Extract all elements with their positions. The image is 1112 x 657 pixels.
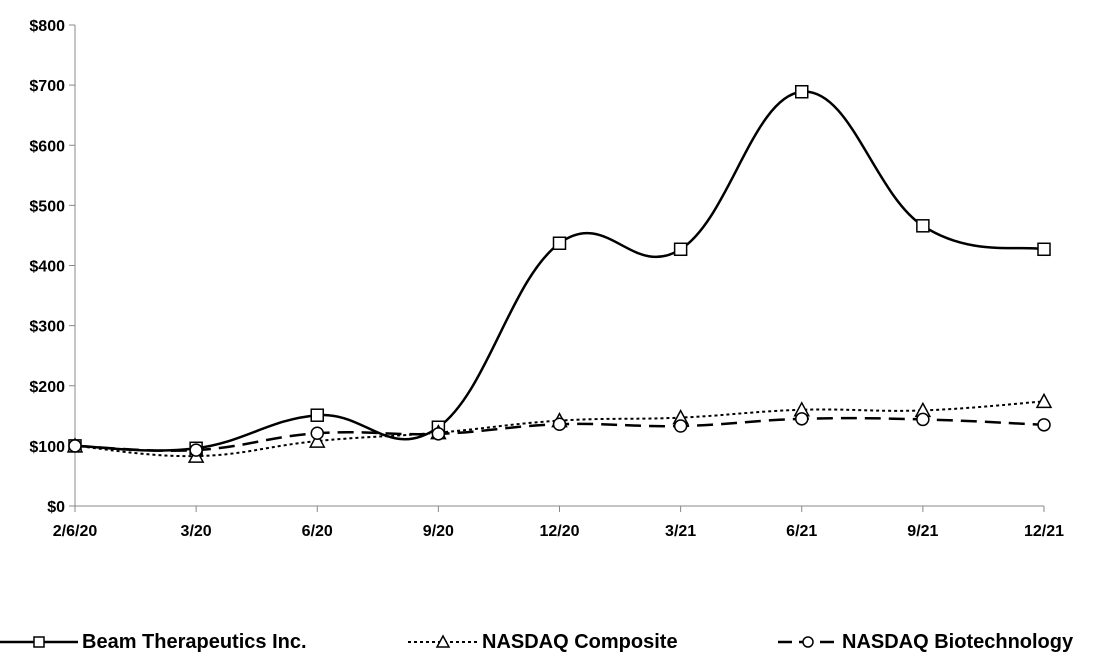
legend-item-beam: Beam Therapeutics Inc. [0,627,307,657]
x-tick-label: 12/20 [539,523,579,540]
y-tick-label: $400 [29,259,65,276]
legend-swatch-beam [0,636,78,648]
x-tick-label: 3/21 [665,523,696,540]
data-point-nasdaq-biotechnology [189,443,203,457]
chart-axes [69,24,1045,512]
data-point-nasdaq-composite [1035,392,1053,409]
data-point-beam-therapeutics-inc [552,236,567,251]
data-point-nasdaq-biotechnology [552,417,567,431]
y-axis-tick-labels: $0 $100 $200 $300 $400 $500 $600 $700 $800 [29,18,65,516]
legend-label-nasdaq-biotech: NASDAQ Biotechnology [842,630,1074,653]
legend-swatch-nasdaq-biotech [778,636,838,648]
series-markers [66,84,1053,463]
series-line-beam-therapeutics-inc [74,90,1045,452]
data-point-beam-therapeutics-inc [1037,242,1051,257]
data-point-beam-therapeutics-inc [795,84,809,99]
legend-item-nasdaq-biotech: NASDAQ Biotechnology [778,627,1073,657]
y-tick-label: $500 [29,198,65,215]
y-tick-label: $100 [29,439,65,456]
y-tick-label: $800 [29,18,65,35]
y-tick-label: $200 [29,379,65,396]
data-point-nasdaq-biotechnology [1037,418,1051,432]
data-point-nasdaq-biotechnology [916,412,930,427]
chart-legend: Beam Therapeutics Inc. NASDAQ Composite … [0,627,1112,657]
y-tick-label: $600 [29,138,65,155]
y-tick-label: $0 [47,499,65,516]
series-lines [74,90,1045,458]
y-tick-label: $700 [29,78,65,95]
x-axis-tick-labels: 2/6/20 3/20 6/20 9/20 12/20 3/21 6/21 9/21 12/21 [53,523,1064,540]
data-point-nasdaq-biotechnology [431,427,446,441]
x-tick-label: 9/21 [907,523,938,540]
data-point-nasdaq-composite [308,432,326,448]
legend-label-beam: Beam Therapeutics Inc. [82,630,307,653]
x-tick-label: 12/21 [1024,523,1064,540]
x-tick-label: 2/6/20 [53,523,98,540]
data-point-beam-therapeutics-inc [916,219,930,233]
x-tick-label: 3/20 [181,523,212,540]
data-point-nasdaq-biotechnology [310,426,324,440]
data-point-nasdaq-biotechnology [795,412,809,426]
data-point-beam-therapeutics-inc [673,242,688,257]
x-tick-label: 9/20 [423,523,454,540]
legend-label-nasdaq-composite: NASDAQ Composite [482,630,678,653]
legend-item-nasdaq-composite: NASDAQ Composite [408,627,678,657]
data-point-nasdaq-biotechnology [673,419,688,433]
data-point-beam-therapeutics-inc [310,408,324,422]
legend-swatch-nasdaq-composite [408,634,478,648]
x-tick-label: 6/21 [786,523,817,540]
line-chart: $0 $100 $200 $300 $400 $500 $600 $700 $800 2/6/2… [29,18,1064,540]
data-point-nasdaq-biotechnology [68,439,82,453]
y-tick-label: $300 [29,319,65,336]
x-tick-label: 6/20 [302,523,333,540]
